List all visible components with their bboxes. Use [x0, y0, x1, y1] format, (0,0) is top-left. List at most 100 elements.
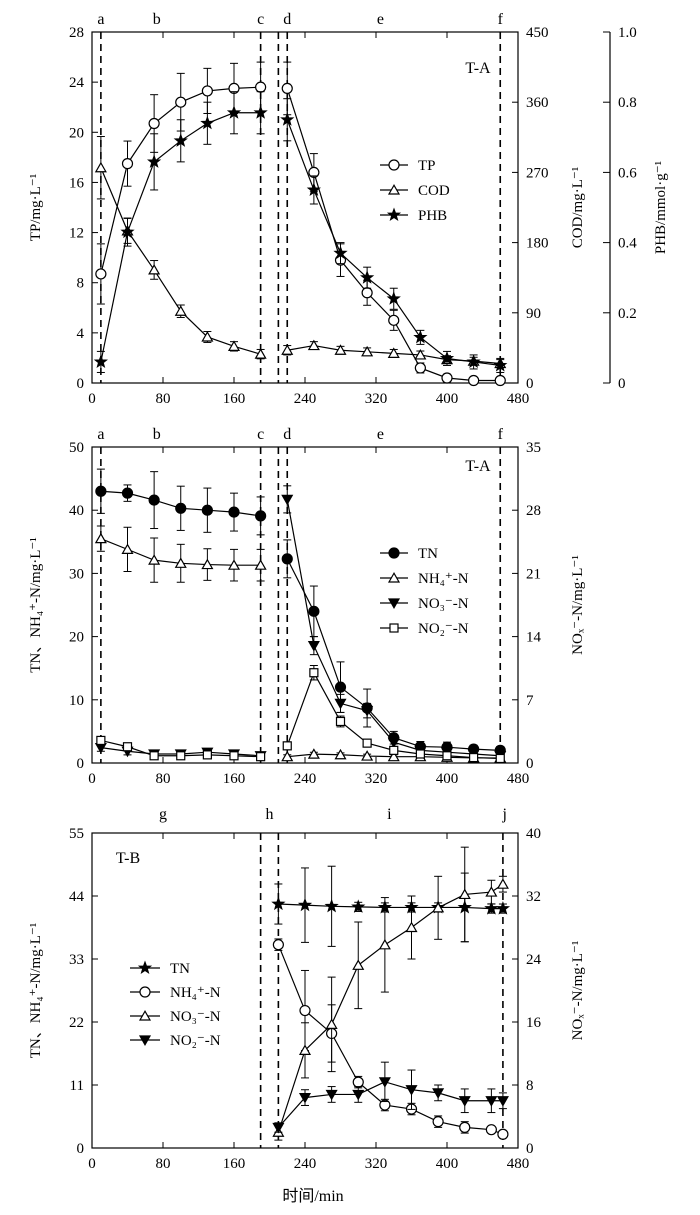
phase-label: d: [283, 426, 291, 443]
data-point: [361, 750, 374, 761]
x-tick-label: 160: [223, 391, 246, 407]
legend-entry: NH₄⁺-N: [418, 571, 469, 587]
data-point: [325, 1089, 338, 1101]
phase-label: b: [153, 11, 161, 28]
data-point: [352, 1089, 365, 1101]
data-point: [378, 1077, 391, 1088]
data-point: [201, 85, 213, 97]
phase-label: h: [266, 806, 274, 823]
data-point: [414, 362, 426, 374]
data-point: [174, 305, 187, 316]
data-point: [361, 345, 374, 357]
y2-tick-label: 28: [526, 503, 541, 519]
series-NH₄⁺-N: [272, 938, 509, 1140]
data-point: [458, 888, 471, 900]
x-tick-label: 320: [365, 1156, 388, 1172]
x-tick-label: 0: [88, 391, 96, 407]
data-point: [281, 750, 294, 762]
data-point: [485, 1096, 498, 1107]
series-COD: [94, 136, 507, 369]
data-point: [469, 752, 479, 763]
data-point: [387, 737, 400, 749]
y2-tick-label: 24: [526, 952, 542, 968]
data-point: [352, 1076, 364, 1088]
data-point: [299, 1004, 311, 1017]
y2-axis-title: COD/mg·L⁻¹: [570, 167, 586, 249]
y-axis-title: TN、NH₄⁺-N/mg·L⁻¹: [28, 923, 44, 1059]
legend-entry: NO₂⁻-N: [418, 621, 469, 637]
x-tick-label: 240: [294, 1156, 317, 1172]
y-tick-label: 10: [69, 693, 84, 709]
phase-label: a: [97, 426, 104, 443]
phase-label: a: [97, 11, 104, 28]
data-point: [432, 1116, 444, 1128]
legend-entry: NO₂⁻-N: [170, 1033, 221, 1049]
y2-tick-label: 8: [526, 1078, 534, 1094]
y-tick-label: 16: [69, 175, 85, 191]
data-point: [95, 268, 107, 280]
x-tick-label: 160: [223, 1156, 246, 1172]
data-point: [441, 372, 453, 384]
data-point: [334, 748, 347, 760]
x-tick-label: 400: [436, 771, 459, 787]
data-point: [484, 901, 499, 915]
data-point: [256, 752, 266, 762]
data-point: [253, 105, 268, 119]
x-tick-label: 480: [507, 1156, 530, 1172]
y-tick-label: 8: [77, 276, 85, 292]
x-tick-label: 160: [223, 771, 246, 787]
data-point: [466, 354, 481, 368]
series-line: [277, 883, 504, 1133]
phase-label: d: [283, 11, 291, 28]
y-tick-label: 22: [69, 1015, 84, 1031]
y2-tick-label: 450: [526, 25, 549, 41]
data-point: [271, 896, 286, 911]
phase-label: e: [377, 11, 384, 28]
data-point: [496, 1096, 509, 1107]
x-tick-label: 80: [156, 1156, 171, 1172]
data-point: [442, 751, 452, 761]
x-tick-label: 0: [88, 1156, 96, 1172]
y2-tick-label: 360: [526, 95, 549, 111]
y3-axis-title: PHB/mmol·g⁻¹: [653, 161, 669, 254]
series-line: [286, 558, 501, 751]
data-point: [281, 344, 294, 355]
data-point: [298, 1044, 312, 1055]
y-tick-label: 24: [69, 75, 85, 91]
data-point: [378, 938, 391, 950]
y3-tick-label: 0.4: [618, 236, 637, 252]
data-point: [432, 1088, 445, 1099]
data-point: [432, 901, 445, 913]
data-point: [497, 1128, 509, 1140]
x-tick-label: 480: [507, 391, 530, 407]
legend-entry: NO₃⁻-N: [418, 596, 469, 612]
phase-label: f: [498, 426, 504, 443]
y-tick-label: 28: [69, 25, 84, 41]
data-point: [96, 735, 106, 746]
y2-tick-label: 7: [526, 693, 534, 709]
data-point: [226, 105, 242, 119]
legend-marker: [387, 572, 401, 583]
legend-entry: NO₃⁻-N: [170, 1009, 221, 1025]
data-point: [413, 329, 428, 344]
data-point: [494, 374, 506, 387]
series-line: [277, 1081, 503, 1128]
x-tick-label: 240: [294, 771, 317, 787]
data-point: [272, 1122, 285, 1134]
legend: TP COD PHB: [380, 158, 450, 224]
data-point: [309, 668, 319, 678]
phase-label: b: [153, 426, 161, 443]
y2-tick-label: 0: [526, 756, 534, 772]
x-tick-label: 480: [507, 771, 530, 787]
panel-2-label: T-A: [465, 458, 491, 475]
data-point: [175, 96, 187, 108]
data-point: [173, 133, 188, 147]
x-tick-label: 240: [294, 391, 317, 407]
legend-marker: [388, 547, 400, 559]
y2-tick-label: 32: [526, 889, 541, 905]
data-point: [485, 886, 498, 897]
data-point: [281, 553, 293, 565]
y2-tick-label: 40: [526, 826, 541, 842]
series-NH₄⁺-N: [94, 525, 507, 763]
data-point: [414, 348, 427, 360]
